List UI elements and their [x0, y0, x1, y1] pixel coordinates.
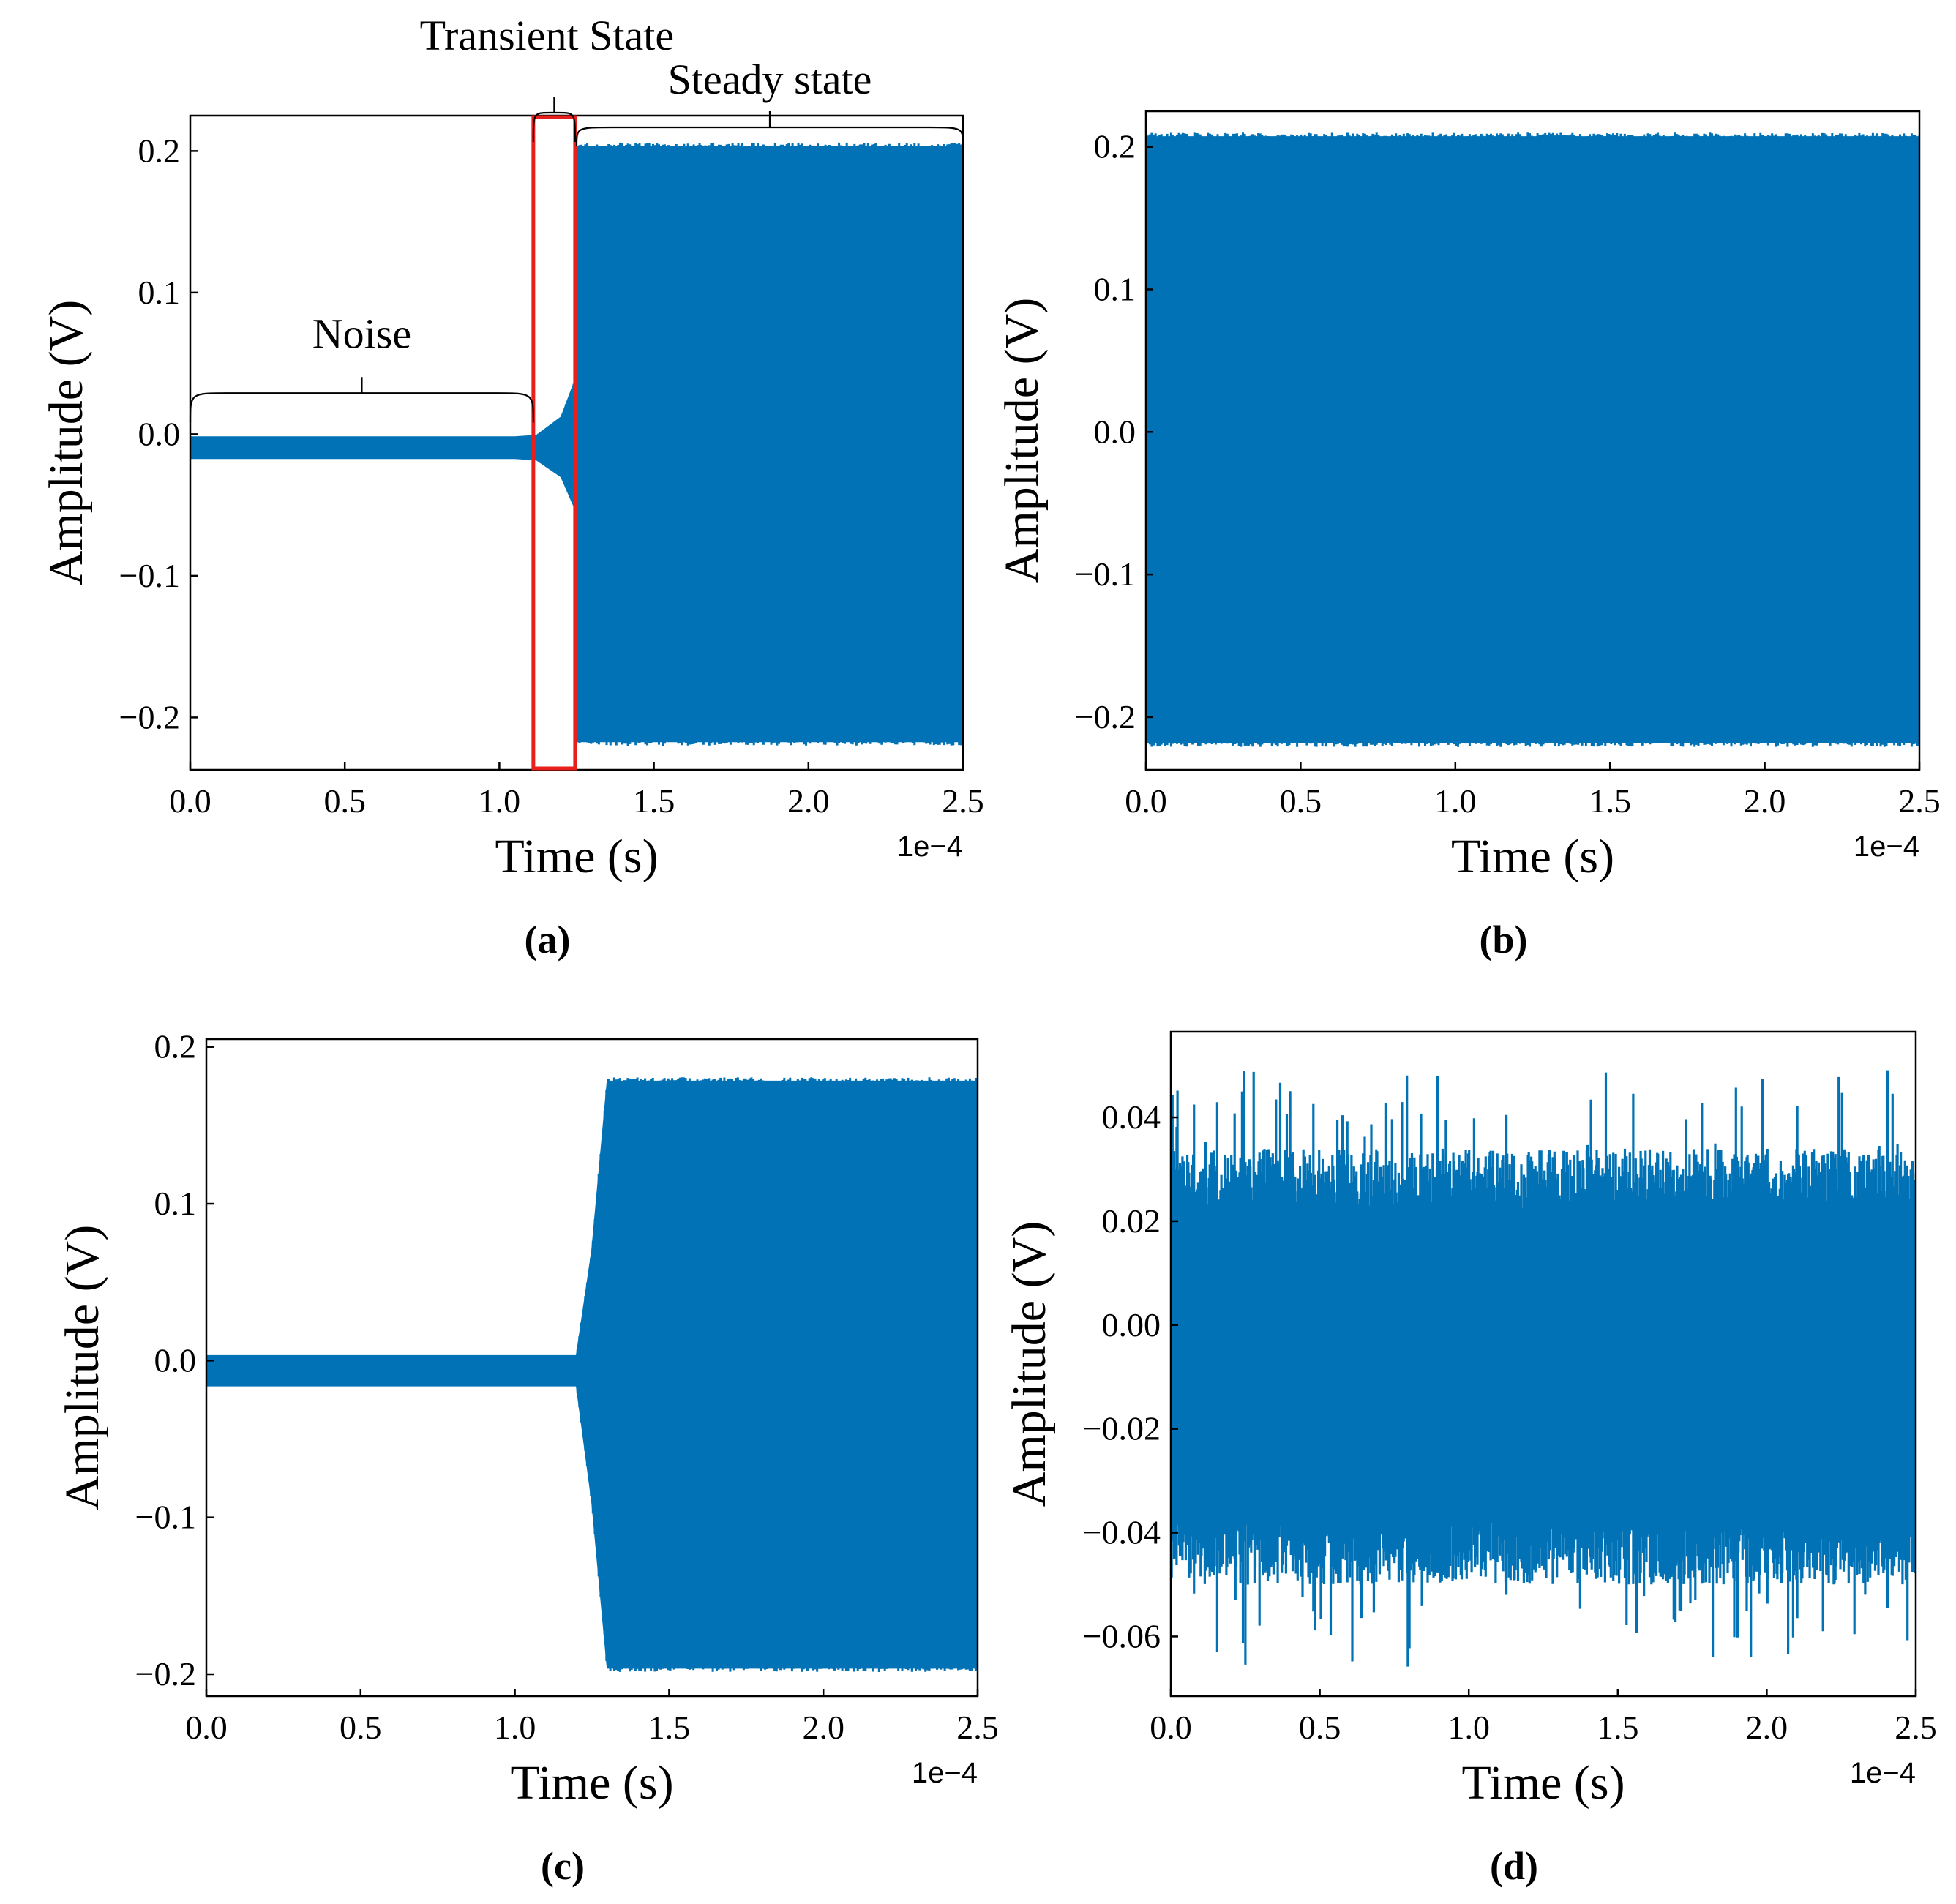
y-tick-label: 0.00	[1102, 1306, 1161, 1343]
x-tick-label: 1.0	[494, 1709, 536, 1746]
x-tick-label: 1.5	[1589, 782, 1631, 820]
y-tick-label: 0.02	[1102, 1202, 1161, 1240]
y-axis-label: Amplitude (V)	[56, 1225, 109, 1510]
x-tick-label: 1.5	[633, 782, 675, 820]
signal-edge	[206, 1077, 978, 1672]
chart-panel-b: 0.0 0.5 1.0 1.5 2.0 2.5 −0.2 −0.1 0.0 0.1 0.2 Time …	[995, 110, 1941, 962]
y-tick-label: −0.02	[1083, 1410, 1161, 1447]
y-tick-label: 0.2	[1094, 128, 1136, 165]
y-tick-label: −0.1	[1075, 555, 1136, 593]
y-tick-label: 0.1	[154, 1185, 197, 1222]
signal-series-d	[1171, 1070, 1916, 1667]
y-tick-label: 0.1	[138, 274, 181, 311]
panel-label: (c)	[541, 1844, 585, 1888]
y-axis-label: Amplitude (V)	[40, 300, 93, 585]
annotation-label: Noise	[312, 310, 411, 357]
x-offset-label: 1e−4	[912, 1757, 978, 1789]
annotation-brace	[189, 377, 534, 423]
x-tick-label: 2.5	[956, 1709, 999, 1746]
chart-panel-c: 0.0 0.5 1.0 1.5 2.0 2.5 −0.2 −0.1 0.0 0.1 0.2 Time …	[56, 1028, 999, 1888]
x-axis-label: Time (s)	[1451, 830, 1614, 883]
plot-frame	[1169, 1030, 1917, 1698]
plot-frame	[205, 1038, 979, 1698]
signal-series-b	[1146, 132, 1919, 747]
x-tick-label: 0.0	[1150, 1709, 1192, 1746]
plot-frame	[1144, 110, 1921, 771]
x-tick-label: 2.5	[1895, 1709, 1937, 1746]
y-axis-label: Amplitude (V)	[1003, 1221, 1056, 1507]
annotation-brace	[532, 97, 576, 143]
x-tick-label: 0.0	[185, 1709, 228, 1746]
panel-label: (d)	[1490, 1844, 1538, 1888]
y-tick-label: 0.2	[154, 1028, 197, 1065]
x-tick-label: 1.5	[648, 1709, 691, 1746]
y-tick-label: −0.1	[119, 557, 180, 594]
x-tick-label: 0.0	[169, 782, 211, 820]
x-offset-label: 1e−4	[1854, 831, 1919, 863]
x-tick-label: 2.0	[802, 1709, 844, 1746]
chart-panel-d: 0.0 0.5 1.0 1.5 2.0 2.5 −0.06 −0.04 −0.02 0.00 0.0…	[1003, 1030, 1937, 1888]
x-offset-label: 1e−4	[897, 831, 963, 863]
x-offset-label: 1e−4	[1850, 1757, 1916, 1789]
y-tick-label: 0.2	[138, 132, 181, 169]
y-tick-label: −0.1	[135, 1499, 196, 1536]
annotation-label: Steady state	[668, 56, 872, 103]
x-axis-label: Time (s)	[495, 830, 658, 883]
chart-panel-a: 0.0 0.5 1.0 1.5 2.0 2.5 −0.2 −0.1 0.0 0.1 0.2 Time …	[40, 12, 984, 962]
x-tick-label: 2.5	[942, 782, 984, 820]
x-tick-label: 2.5	[1898, 782, 1941, 820]
y-tick-label: 0.0	[1094, 413, 1136, 450]
x-tick-label: 2.0	[1746, 1709, 1788, 1746]
x-tick-label: 2.0	[787, 782, 830, 820]
x-tick-label: 1.0	[1447, 1709, 1490, 1746]
annotation-brace	[575, 111, 964, 146]
signal-edge	[1146, 132, 1919, 747]
y-axis-label: Amplitude (V)	[995, 298, 1049, 583]
x-tick-label: 1.0	[1434, 782, 1477, 820]
y-tick-label: 0.1	[1094, 271, 1136, 308]
signal-series-c	[206, 1077, 978, 1672]
x-axis-label: Time (s)	[1461, 1756, 1625, 1810]
y-tick-label: −0.04	[1083, 1514, 1161, 1551]
x-tick-label: 1.5	[1597, 1709, 1639, 1746]
x-tick-label: 0.0	[1125, 782, 1167, 820]
y-tick-label: 0.04	[1102, 1098, 1161, 1136]
y-tick-label: −0.06	[1083, 1617, 1161, 1654]
panel-label: (a)	[525, 918, 571, 962]
transient-highlight-box	[531, 115, 577, 771]
y-tick-label: 0.0	[154, 1341, 197, 1379]
y-tick-label: −0.2	[1075, 698, 1136, 735]
annotation-label: Transient State	[420, 12, 674, 59]
x-tick-label: 1.0	[479, 782, 521, 820]
x-tick-label: 0.5	[1299, 1709, 1341, 1746]
y-tick-label: −0.2	[119, 698, 180, 735]
x-tick-label: 0.5	[323, 782, 366, 820]
x-tick-label: 0.5	[1280, 782, 1322, 820]
y-tick-label: −0.2	[135, 1655, 196, 1693]
x-tick-label: 0.5	[340, 1709, 382, 1746]
y-tick-label: 0.0	[138, 415, 181, 452]
x-tick-label: 2.0	[1744, 782, 1786, 820]
panel-label: (b)	[1480, 918, 1528, 962]
x-axis-label: Time (s)	[510, 1756, 673, 1810]
noise-trace	[1171, 1070, 1916, 1667]
